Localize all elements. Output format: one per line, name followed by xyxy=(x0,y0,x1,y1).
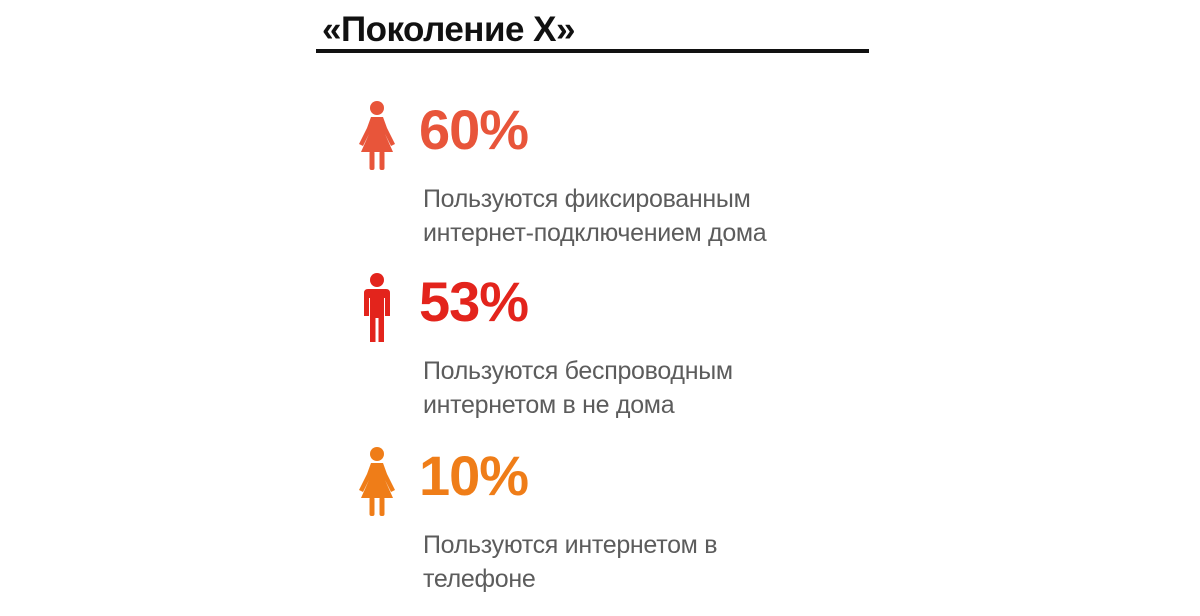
stat-description-line: Пользуются интернетом в xyxy=(423,531,718,559)
woman-icon xyxy=(354,446,400,518)
stat-fixed-internet: 60% Пользуются фиксированным интернет-по… xyxy=(354,98,874,270)
stat-description-line: интернетом в не дома xyxy=(423,391,675,419)
stat-value: 53% xyxy=(419,270,529,333)
page-title: «Поколение Х» xyxy=(322,10,575,49)
title-underline xyxy=(316,49,869,53)
stat-description-line: интернет-подключением дома xyxy=(423,219,767,247)
stat-description-line: телефоне xyxy=(423,565,536,593)
stat-value: 60% xyxy=(419,98,529,161)
stat-description: Пользуются беспроводным интернетом в не … xyxy=(423,354,843,422)
woman-icon xyxy=(354,100,400,172)
man-icon xyxy=(354,272,400,344)
stat-description-line: Пользуются беспроводным xyxy=(423,357,733,385)
stat-description: Пользуются интернетом в телефоне xyxy=(423,528,843,596)
stat-mobile-internet: 10% Пользуются интернетом в телефоне xyxy=(354,444,874,616)
stat-description: Пользуются фиксированным интернет-подклю… xyxy=(423,182,843,250)
stat-value: 10% xyxy=(419,444,529,507)
stat-description-line: Пользуются фиксированным xyxy=(423,185,751,213)
stat-wireless-internet: 53% Пользуются беспроводным интернетом в… xyxy=(354,270,874,442)
